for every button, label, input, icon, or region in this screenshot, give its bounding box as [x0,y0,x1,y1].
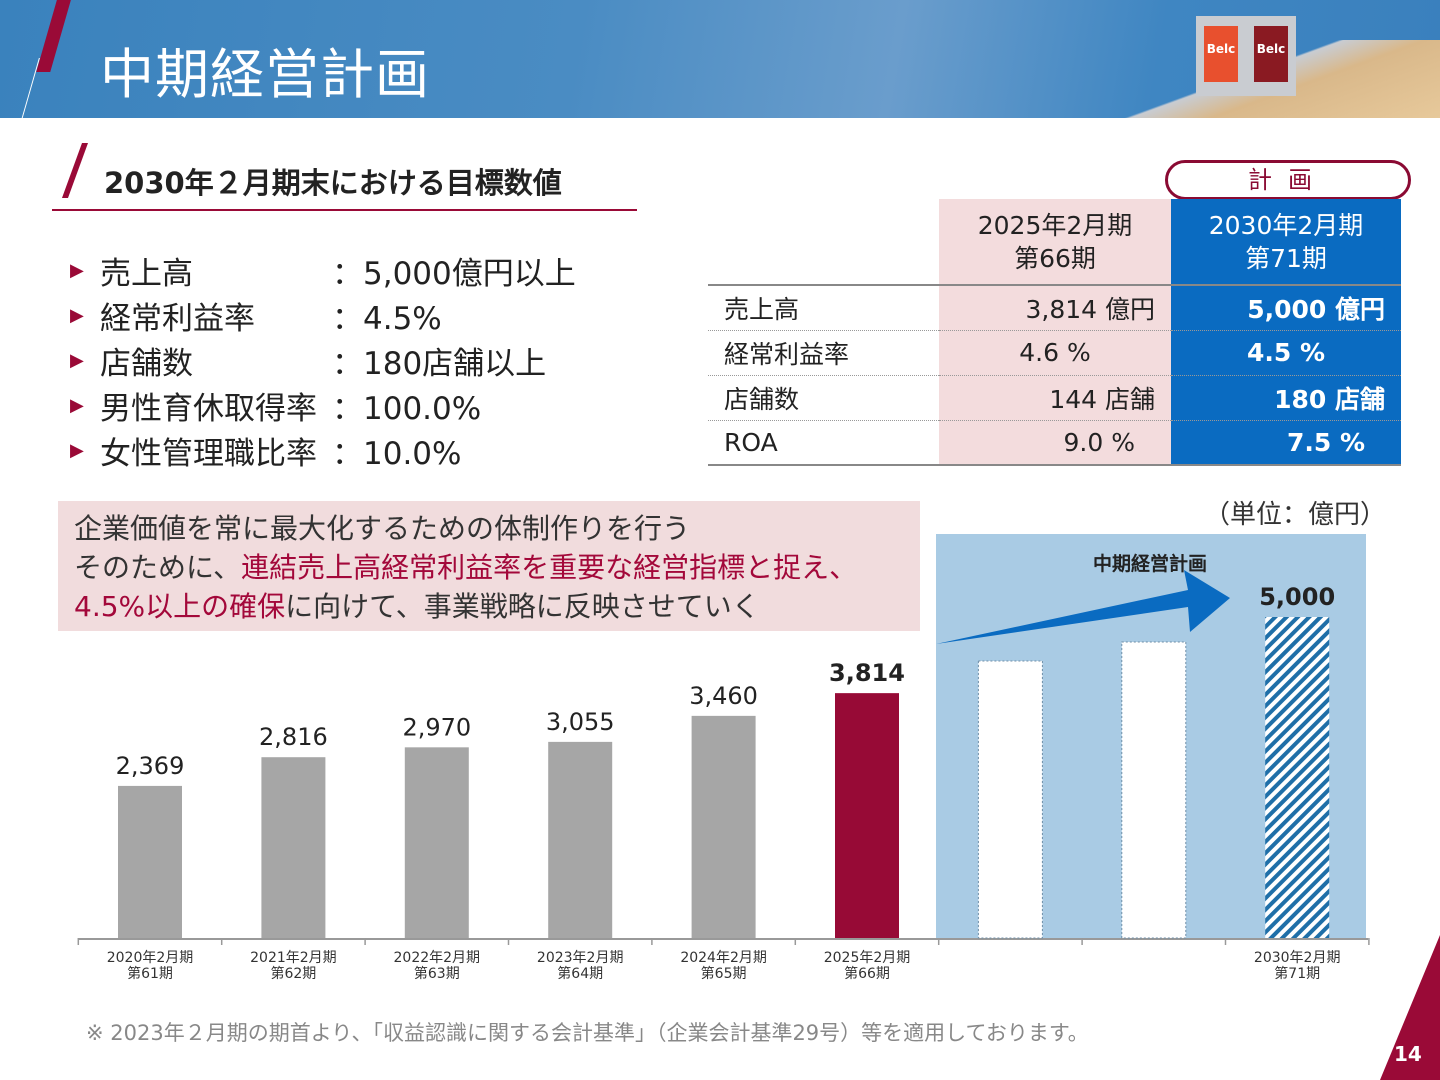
x-tick-label: 第64期 [557,965,603,982]
message-line: 企業価値を常に最大化するための体制作りを行う [74,512,691,545]
header-blank [708,199,939,286]
x-tick-label: 2025年2月期 [824,950,911,966]
target-item: ▶ 店舗数 ：180店舗以上 [70,338,576,383]
x-tick-label: 2023年2月期 [537,950,624,966]
actual-value: 144 店舗 [939,375,1171,421]
message-text: そのために、 [74,551,242,584]
target-label: 男性育休取得率 [100,391,317,427]
x-tick-label: 第65期 [701,965,747,982]
target-label: 経常利益率 [100,301,255,337]
x-tick-label: 2022年2月期 [394,950,481,966]
plan-band-label: 中期経営計画 [1093,552,1207,575]
x-tick-label: 2021年2月期 [250,950,337,966]
data-label: 2,970 [402,713,471,741]
target-value: ：4.5% [332,301,442,337]
target-label: 女性管理職比率 [100,436,317,472]
target-list: ▶ 売上高 ：5,000億円以上 ▶ 経常利益率 ：4.5% ▶ 店舗数 ：180店舗以上 … [70,248,576,473]
x-tick-label: 第61期 [127,965,173,982]
plan-value: 7.5 % [1171,420,1401,466]
row-label: ROA [708,420,939,466]
row-label: 経常利益率 [708,330,939,376]
plan-value: 180 店舗 [1171,375,1401,421]
target-value: ：180店舗以上 [332,346,547,382]
header-period: 2030年2月期 [1208,210,1364,240]
bar [1121,641,1187,939]
target-value: ：5,000億円以上 [332,256,576,292]
data-label: 5,000 [1259,583,1335,611]
target-item: ▶ 男性育休取得率 ：100.0% [70,383,576,428]
table-header-row: 2025年2月期 第66期 2030年2月期 第71期 [708,199,1401,286]
actual-value: 9.0 % [939,420,1171,466]
table-row: 売上高 3,814 億円 5,000 億円 [708,285,1401,331]
triangle-bullet-icon: ▶ [70,260,84,281]
target-item: ▶ 女性管理職比率 ：10.0% [70,428,576,473]
data-label: 2,369 [116,752,185,780]
message-text: に向けて、事業戦略に反映させていく [285,590,760,623]
triangle-bullet-icon: ▶ [70,395,84,416]
bar [1265,617,1330,938]
header-plan: 2030年2月期 第71期 [1171,199,1401,286]
footnote: ※ 2023年２月期の期首より、｢収益認識に関する会計基準｣（企業会計基準29号… [86,1021,1089,1045]
data-label: 3,460 [689,682,758,710]
data-label: 2,816 [259,723,328,751]
message-line: 4.5%以上の確保に向けて、事業戦略に反映させていく [74,587,904,626]
message-line: そのために、連結売上高経常利益率を重要な経営指標と捉え、 [74,548,904,587]
x-tick-label: 2024年2月期 [680,950,767,966]
bar [835,693,899,938]
logo-text: Belc [1204,26,1238,82]
slide-title: 中期経営計画 [100,43,430,106]
table-row: 経常利益率 4.6 % 4.5 % [708,330,1401,376]
header-period: 2025年2月期 [977,210,1133,240]
x-tick-label: 第66期 [844,965,890,982]
x-tick-label: 第62期 [270,965,316,982]
x-tick-label: 第63期 [414,965,460,982]
message-highlight: 4.5%以上の確保 [74,590,286,623]
target-label: 売上高 [100,256,193,292]
slide-header: 中期経営計画 Belc Belc [0,0,1440,120]
bar [977,660,1043,939]
x-tick-label: 第71期 [1274,965,1320,982]
actual-value: 4.6 % [939,330,1171,376]
message-box: 企業価値を常に最大化するための体制作りを行う そのために、連結売上高経常利益率を… [58,501,920,631]
plan-badge: 計画 [1165,160,1411,200]
bar [548,741,613,938]
store-sign-logo: Belc Belc [1196,16,1296,96]
logo-text: Belc [1254,26,1288,82]
target-value: ：10.0% [332,436,462,472]
x-tick-label: 2020年2月期 [107,950,194,966]
triangle-bullet-icon: ▶ [70,305,84,326]
section-title: 2030年２月期末における目標数値 [104,166,562,200]
x-tick-label: 2030年2月期 [1254,950,1341,966]
section-underline [52,209,637,211]
target-label: 店舗数 [100,346,193,382]
data-label: 3,055 [546,708,615,736]
bar [691,715,756,938]
unit-label: （単位：億円） [1204,500,1387,530]
data-label: 3,814 [829,659,905,687]
plan-value: 4.5 % [1171,330,1401,376]
header-term: 第66期 [1014,243,1096,273]
growth-arrow-icon [936,570,1230,644]
kpi-table: 2025年2月期 第66期 2030年2月期 第71期 売上高 3,814 億円 5,0… [708,199,1401,466]
page-number: 14 [1394,1042,1422,1066]
triangle-bullet-icon: ▶ [70,350,84,371]
table-row: 店舗数 144 店舗 180 店舗 [708,375,1401,421]
row-label: 売上高 [708,285,939,331]
table-row: ROA 9.0 % 7.5 % [708,420,1401,466]
bar [118,785,182,938]
target-item: ▶ 売上高 ：5,000億円以上 [70,248,576,293]
target-item: ▶ 経常利益率 ：4.5% [70,293,576,338]
row-label: 店舗数 [708,375,939,421]
bar [261,757,326,938]
target-value: ：100.0% [332,391,482,427]
actual-value: 3,814 億円 [939,285,1171,331]
plan-value: 5,000 億円 [1171,285,1401,331]
triangle-bullet-icon: ▶ [70,440,84,461]
message-highlight: 連結売上高経常利益率を重要な経営指標と捉え、 [241,551,858,584]
header-term: 第71期 [1245,243,1327,273]
bar [404,747,469,938]
corner-accent [1380,935,1440,1080]
header-actual: 2025年2月期 第66期 [939,199,1171,286]
